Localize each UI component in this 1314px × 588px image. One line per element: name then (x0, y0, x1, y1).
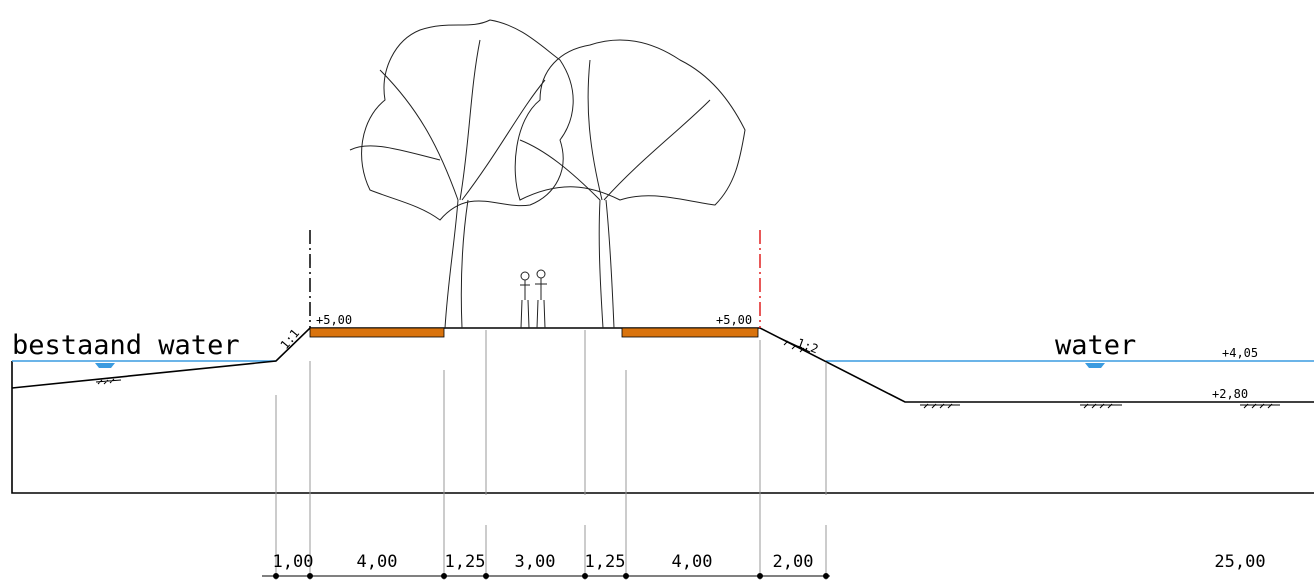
slope-label: 1:2 (795, 336, 820, 357)
hatching (95, 337, 1280, 409)
level-label: +5,00 (716, 313, 752, 327)
dimension-dot (273, 573, 279, 579)
dimension-dot (623, 573, 629, 579)
water-label: bestaand water (12, 330, 240, 361)
dimension-label: 2,00 (773, 552, 814, 572)
dimension-label: 1,00 (273, 552, 314, 572)
paving (621, 327, 759, 338)
dimension-dot (307, 573, 313, 579)
dimension-label: 3,00 (515, 552, 556, 572)
dimension-dot (582, 573, 588, 579)
dimension-dot (823, 573, 829, 579)
dimension-extensions (275, 330, 827, 580)
people (520, 269, 547, 329)
dimension-dot (483, 573, 489, 579)
dimension-label: 4,00 (357, 552, 398, 572)
dimension-dot (441, 573, 447, 579)
dimension-label: 4,00 (672, 552, 713, 572)
water-symbol (1085, 363, 1105, 368)
dimension-label: 1,25 (445, 552, 486, 572)
water-symbol (95, 363, 115, 368)
tree (349, 19, 746, 329)
dimension-label: 1,25 (585, 552, 626, 572)
dimension-label: 25,00 (1214, 552, 1265, 572)
water-label: water (1055, 330, 1136, 361)
dimension-dot (757, 573, 763, 579)
level-label: +2,80 (1212, 387, 1248, 401)
section-frame (11, 361, 1314, 494)
level-label: +4,05 (1222, 346, 1258, 360)
ground-profile (11, 327, 1314, 403)
level-label: +5,00 (316, 313, 352, 327)
paving (309, 327, 445, 338)
slope-label: 1:1 (278, 326, 303, 352)
